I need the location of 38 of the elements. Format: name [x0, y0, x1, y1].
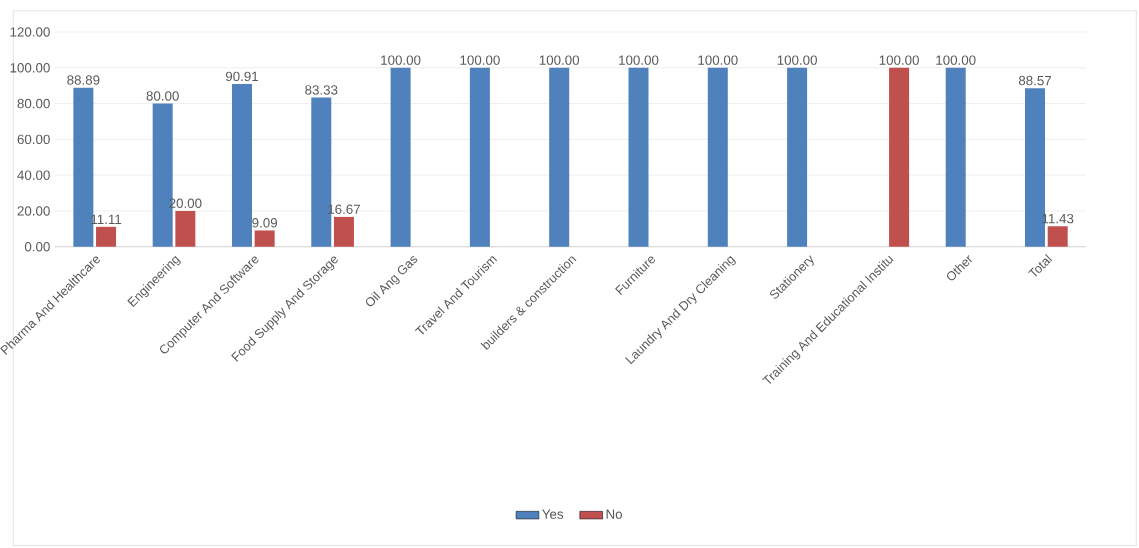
y-tick-label: 40.00: [17, 170, 50, 180]
bar: [628, 67, 649, 247]
bar: [1047, 226, 1068, 247]
data-label: 9.09: [252, 218, 278, 228]
bar: [707, 67, 728, 247]
bar: [254, 230, 275, 247]
bar: [390, 67, 411, 247]
y-tick-label: 80.00: [17, 98, 50, 109]
data-label: 100.00: [460, 55, 500, 65]
bar: [469, 67, 490, 247]
bar: [96, 226, 117, 247]
bar: [549, 67, 570, 247]
legend-label: Yes: [542, 509, 564, 519]
y-tick-label: 0.00: [24, 241, 50, 252]
x-tick-label: Oil Ang Gas: [365, 256, 418, 307]
data-label: 100.00: [698, 55, 738, 65]
data-label: 100.00: [381, 55, 421, 65]
data-label: 83.33: [305, 85, 338, 95]
bar: [175, 210, 196, 247]
data-label: 100.00: [777, 55, 817, 65]
data-label: 88.89: [67, 75, 100, 85]
data-label: 100.00: [539, 55, 580, 65]
data-label: 88.57: [1018, 75, 1052, 86]
y-tick-label: 60.00: [17, 134, 50, 145]
bar: [787, 67, 808, 247]
bar: [231, 83, 252, 247]
data-label: 100.00: [936, 55, 976, 65]
legend-label: No: [606, 509, 623, 519]
bar: [945, 67, 966, 247]
bar: [333, 216, 354, 247]
y-tick-label: 120.00: [10, 27, 50, 37]
y-tick-label: 20.00: [17, 206, 50, 216]
y-tick-label: 100.00: [10, 63, 50, 73]
data-label: 90.91: [225, 71, 259, 82]
data-label: 80.00: [146, 91, 179, 101]
bar: [889, 67, 910, 247]
data-label: 100.00: [619, 55, 659, 65]
data-label: 100.00: [879, 55, 919, 65]
